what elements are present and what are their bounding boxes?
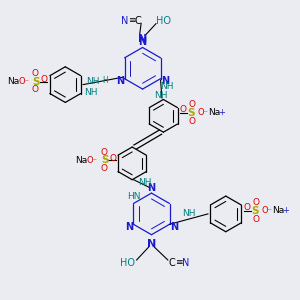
Text: O: O bbox=[32, 69, 39, 78]
Text: O: O bbox=[188, 100, 195, 109]
Text: N: N bbox=[139, 37, 147, 47]
Text: N: N bbox=[170, 222, 178, 232]
Text: O⁻: O⁻ bbox=[262, 206, 273, 215]
Text: ≡: ≡ bbox=[128, 16, 135, 25]
Text: O: O bbox=[252, 198, 259, 207]
Text: +: + bbox=[282, 206, 289, 215]
Text: HO: HO bbox=[120, 258, 135, 268]
Text: N: N bbox=[147, 183, 155, 193]
Text: Na: Na bbox=[7, 77, 19, 86]
Text: N: N bbox=[116, 76, 124, 86]
Text: O: O bbox=[188, 117, 195, 126]
Text: O: O bbox=[252, 215, 259, 224]
Text: O⁻: O⁻ bbox=[198, 108, 209, 117]
Text: O⁻: O⁻ bbox=[18, 77, 29, 86]
Text: N: N bbox=[147, 238, 156, 249]
Text: N: N bbox=[138, 34, 147, 44]
Text: NH: NH bbox=[86, 77, 99, 86]
Text: NH: NH bbox=[160, 82, 173, 91]
Text: NH: NH bbox=[84, 88, 97, 97]
Text: Na: Na bbox=[272, 206, 284, 215]
Text: N: N bbox=[125, 222, 133, 232]
Text: ≡: ≡ bbox=[176, 258, 183, 267]
Text: HO: HO bbox=[156, 16, 171, 26]
Text: S: S bbox=[32, 76, 40, 87]
Text: HN: HN bbox=[127, 192, 140, 201]
Text: C: C bbox=[169, 258, 176, 268]
Text: +: + bbox=[218, 108, 225, 117]
Text: H: H bbox=[102, 76, 108, 85]
Text: O: O bbox=[109, 154, 116, 163]
Text: N: N bbox=[161, 76, 169, 86]
Text: O: O bbox=[100, 164, 107, 173]
Text: NH: NH bbox=[138, 178, 152, 187]
Text: NH: NH bbox=[182, 209, 196, 218]
Text: O: O bbox=[41, 75, 48, 84]
Text: S: S bbox=[187, 108, 195, 118]
Text: O: O bbox=[179, 105, 187, 114]
Text: S: S bbox=[101, 155, 108, 165]
Text: O: O bbox=[100, 148, 107, 157]
Text: O⁻: O⁻ bbox=[86, 156, 98, 165]
Text: Na: Na bbox=[75, 156, 88, 165]
Text: S: S bbox=[251, 206, 259, 216]
Text: O: O bbox=[243, 203, 250, 212]
Text: O: O bbox=[32, 85, 39, 94]
Text: Na: Na bbox=[208, 108, 220, 117]
Text: N: N bbox=[182, 258, 189, 268]
Text: N: N bbox=[121, 16, 128, 26]
Text: C: C bbox=[134, 16, 141, 26]
Text: NH: NH bbox=[154, 92, 167, 100]
